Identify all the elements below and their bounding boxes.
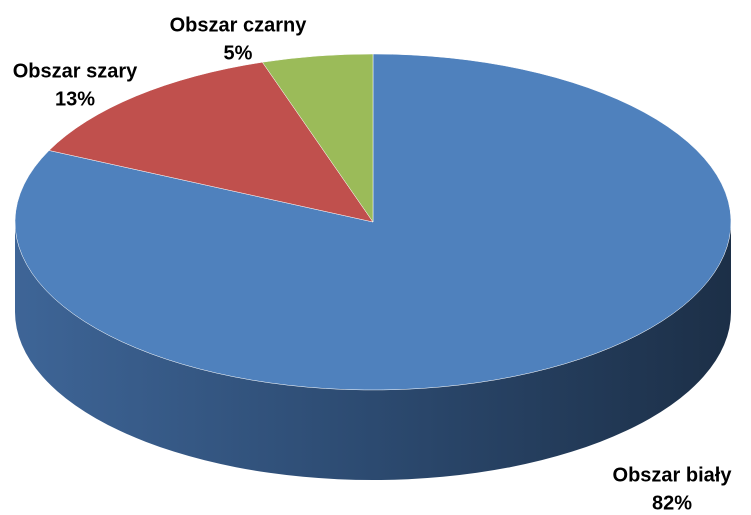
pie-slice — [14, 53, 732, 391]
slice-label: Obszar szary — [13, 60, 138, 82]
slice-label: Obszar czarny — [170, 14, 308, 36]
pie-slice — [48, 61, 374, 223]
slice-label: Obszar biały — [613, 464, 733, 486]
slice-value-label: 5% — [224, 42, 253, 64]
slice-value-label: 13% — [55, 88, 95, 110]
pie-side — [15, 222, 731, 480]
pie-slice — [261, 53, 374, 223]
slice-value-label: 82% — [652, 492, 692, 514]
